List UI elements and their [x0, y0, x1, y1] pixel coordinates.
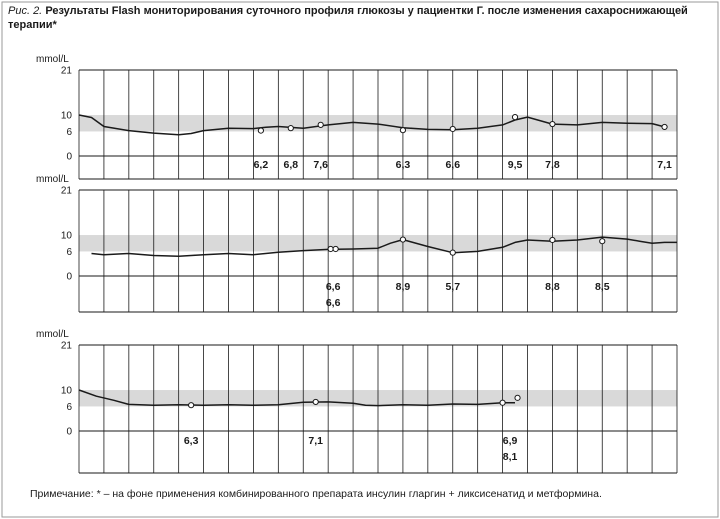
data-label: 6,6 [326, 281, 341, 293]
glucose-curve [78, 114, 665, 136]
data-label: 7,6 [313, 159, 328, 171]
scan-point [312, 398, 319, 406]
data-label: 9,5 [508, 159, 523, 171]
y-axis-label: mmol/L [36, 329, 69, 340]
scan-point [188, 402, 195, 409]
data-label: 6,6 [445, 159, 460, 171]
data-label: 7,1 [657, 159, 672, 171]
data-label: 6,2 [254, 159, 269, 171]
y-tick-label: 6 [66, 127, 72, 138]
data-label: 6,8 [283, 159, 298, 171]
data-label: 8,1 [503, 451, 518, 463]
scan-point [399, 127, 407, 134]
figure-label: Рис. 2. [8, 5, 43, 17]
y-tick-label: 21 [61, 186, 73, 197]
glucose-chart-2: mmol/L 0 6 10 21 6,6 6,6 8,9 5,7 8,8 8,5 [36, 174, 678, 313]
scan-point [499, 399, 506, 406]
glucose-curve [78, 389, 515, 407]
data-label: 8,8 [545, 281, 560, 293]
scan-point [449, 249, 456, 256]
scan-point [399, 236, 407, 243]
y-tick-label: 21 [61, 66, 73, 77]
scan-point [511, 113, 519, 121]
y-axis-label: mmol/L [36, 54, 69, 65]
glucose-chart-3: mmol/L 0 6 10 21 6,3 7,1 6,9 8,1 [36, 329, 678, 474]
scan-point [514, 394, 521, 401]
y-tick-label: 0 [66, 272, 72, 283]
y-axis-label: mmol/L [36, 174, 69, 185]
data-label: 6,3 [184, 435, 199, 447]
footnote: Примечание: * – на фоне применения комби… [30, 488, 602, 500]
data-label: 6,3 [396, 159, 411, 171]
data-label: 6,9 [503, 435, 518, 447]
figure-caption: Рис. 2. Результаты Flash мониторирования… [8, 4, 708, 32]
y-tick-label: 21 [61, 341, 73, 352]
y-tick-label: 10 [61, 231, 73, 242]
y-tick-label: 0 [66, 427, 72, 438]
y-tick-label: 0 [66, 152, 72, 163]
figure-title: Результаты Flash мониторирования суточно… [8, 5, 688, 31]
scan-point [549, 120, 556, 128]
scan-point [257, 127, 264, 134]
data-label: 7,1 [308, 435, 323, 447]
scan-point [599, 238, 606, 245]
data-label: 7,8 [545, 159, 560, 171]
data-label: 8,5 [595, 281, 610, 293]
glucose-curve [91, 236, 677, 258]
scan-point [449, 125, 456, 133]
data-label: 6,6 [326, 297, 341, 309]
scan-point [332, 245, 339, 253]
data-label: 8,9 [396, 281, 411, 293]
y-tick-label: 6 [66, 402, 72, 413]
scan-point [317, 121, 324, 128]
scan-point [327, 245, 334, 253]
y-tick-label: 6 [66, 247, 72, 258]
scan-point [549, 236, 556, 244]
y-tick-label: 10 [61, 386, 73, 397]
scan-point [661, 123, 668, 131]
data-label: 5,7 [445, 281, 460, 293]
glucose-chart-1: mmol/L 0 6 10 21 6,2 6,8 7,6 6,3 6,6 9,5 7,8 7,1 [36, 54, 678, 180]
y-tick-label: 10 [61, 111, 73, 122]
scan-point [287, 125, 294, 132]
